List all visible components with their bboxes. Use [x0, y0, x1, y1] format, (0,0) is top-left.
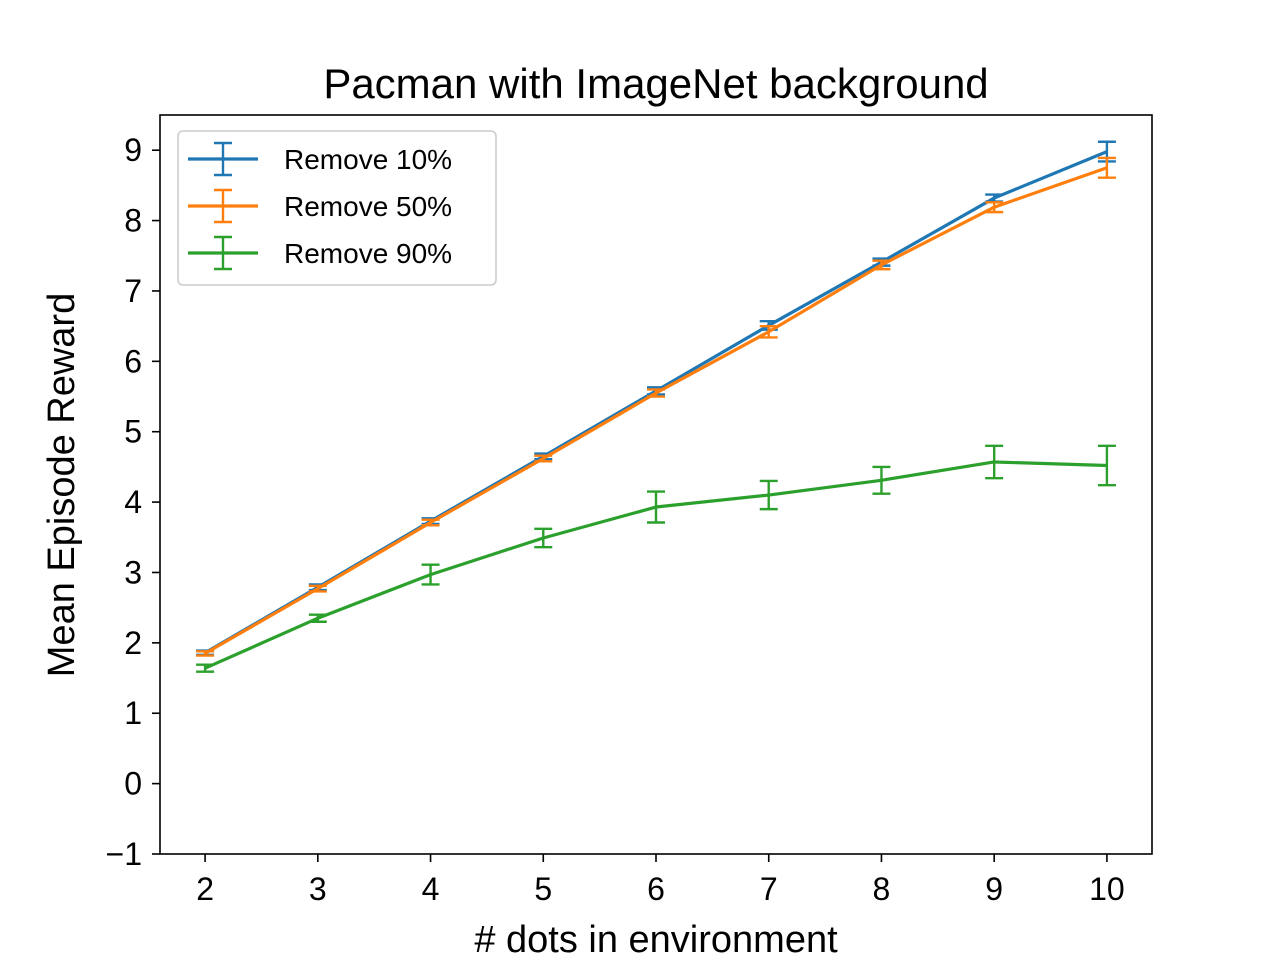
y-tick-label: 9 — [124, 132, 142, 168]
legend-entry: Remove 50% — [188, 188, 452, 224]
x-tick-label: 2 — [196, 871, 214, 907]
y-tick-label: 0 — [124, 766, 142, 802]
legend-frame — [177, 130, 497, 286]
y-tick-label: −1 — [106, 836, 142, 872]
series-3 — [196, 444, 1116, 673]
legend-entry: Remove 10% — [188, 141, 452, 177]
y-tick-label: 6 — [124, 343, 142, 379]
x-tick-label: 6 — [647, 871, 665, 907]
legend: Remove 10% Remove 50% Remove 90% — [177, 130, 497, 286]
chart-title: Pacman with ImageNet background — [323, 60, 988, 107]
y-tick-label: 7 — [124, 273, 142, 309]
legend-label: Remove 50% — [284, 191, 452, 222]
y-axis-label: Mean Episode Reward — [41, 293, 83, 677]
legend-label: Remove 10% — [284, 144, 452, 175]
y-tick-label: 4 — [124, 484, 142, 520]
legend-entry: Remove 90% — [188, 235, 452, 271]
axis-ticks: 2 3 4 5 6 7 8 9 10 −1 0 1 2 3 4 5 6 7 8 9 — [106, 132, 1125, 907]
y-tick-label: 5 — [124, 414, 142, 450]
x-tick-label: 3 — [309, 871, 327, 907]
y-tick-label: 2 — [124, 625, 142, 661]
x-tick-label: 7 — [760, 871, 778, 907]
legend-label: Remove 90% — [284, 238, 452, 269]
series-2 — [196, 156, 1116, 657]
y-tick-label: 3 — [124, 554, 142, 590]
plot-area — [196, 140, 1116, 673]
x-tick-label: 4 — [422, 871, 440, 907]
y-tick-label: 1 — [124, 695, 142, 731]
x-tick-label: 5 — [534, 871, 552, 907]
x-tick-label: 8 — [873, 871, 891, 907]
x-axis-label: # dots in environment — [474, 919, 838, 960]
x-tick-label: 10 — [1089, 871, 1125, 907]
x-tick-label: 9 — [985, 871, 1003, 907]
y-tick-label: 8 — [124, 203, 142, 239]
